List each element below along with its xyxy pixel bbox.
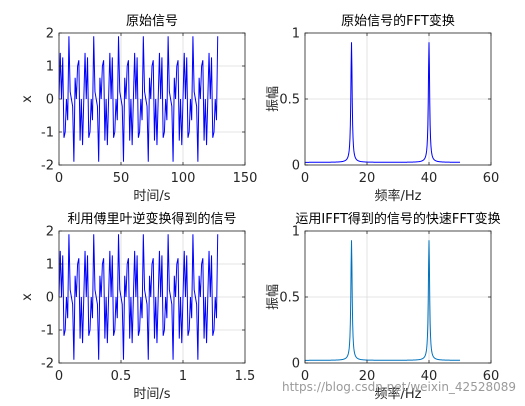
y-tick-label: -1: [41, 324, 54, 339]
x-tick-label: 40: [421, 171, 438, 186]
y-tick-label: 0.5: [279, 291, 300, 306]
y-tick-label: 0: [46, 291, 54, 306]
watermark: https://blog.csdn.net/weixin_42528089: [282, 380, 516, 394]
y-tick-label: 1: [292, 27, 300, 42]
series-line-1: [305, 42, 460, 163]
x-tick-label: 1.5: [235, 369, 256, 384]
y-axis-label: 振幅: [266, 86, 281, 112]
x-axis-label: 时间/s: [133, 387, 170, 402]
x-tick-label: 60: [483, 369, 500, 384]
y-tick-label: 1: [46, 258, 54, 273]
chart-title: 利用傅里叶逆变换得到的信号: [67, 211, 236, 227]
y-tick-label: -2: [41, 357, 54, 372]
x-tick-label: 1: [179, 369, 187, 384]
x-axis-label: 频率/Hz: [375, 386, 422, 402]
x-tick-label: 20: [359, 171, 376, 186]
series-line-1: [305, 240, 460, 361]
x-tick-label: 0.5: [111, 369, 132, 384]
x-tick-label: 100: [171, 171, 196, 186]
y-axis-label: x: [20, 293, 35, 301]
chart-title: 运用IFFT得到的信号的快速FFT变换: [295, 211, 500, 227]
y-axis-label: 振幅: [266, 284, 281, 310]
series-line-1: [58, 234, 219, 360]
x-tick-label: 40: [421, 369, 438, 384]
y-tick-label: 1: [46, 60, 54, 75]
y-axis-label: x: [20, 95, 35, 103]
y-tick-label: -1: [41, 126, 54, 141]
y-tick-label: 0: [292, 159, 300, 174]
chart-title: 原始信号的FFT变换: [341, 13, 455, 29]
x-tick-label: 0: [301, 369, 309, 384]
y-tick-label: 2: [46, 225, 54, 240]
chart-title: 原始信号: [126, 14, 178, 29]
x-axis-label: 频率/Hz: [375, 188, 422, 204]
y-tick-label: 2: [46, 27, 54, 42]
y-tick-label: 0.5: [279, 93, 300, 108]
series-line-1: [58, 36, 219, 162]
y-tick-label: -2: [41, 159, 54, 174]
x-axis-label: 时间/s: [133, 189, 170, 204]
x-tick-label: 0: [55, 369, 63, 384]
x-tick-label: 0: [55, 171, 63, 186]
y-tick-label: 0: [292, 357, 300, 372]
x-tick-label: 150: [233, 171, 258, 186]
x-tick-label: 20: [359, 369, 376, 384]
y-tick-label: 1: [292, 225, 300, 240]
y-tick-label: 0: [46, 93, 54, 108]
x-tick-label: 60: [483, 171, 500, 186]
x-tick-label: 0: [301, 171, 309, 186]
x-tick-label: 50: [113, 171, 130, 186]
